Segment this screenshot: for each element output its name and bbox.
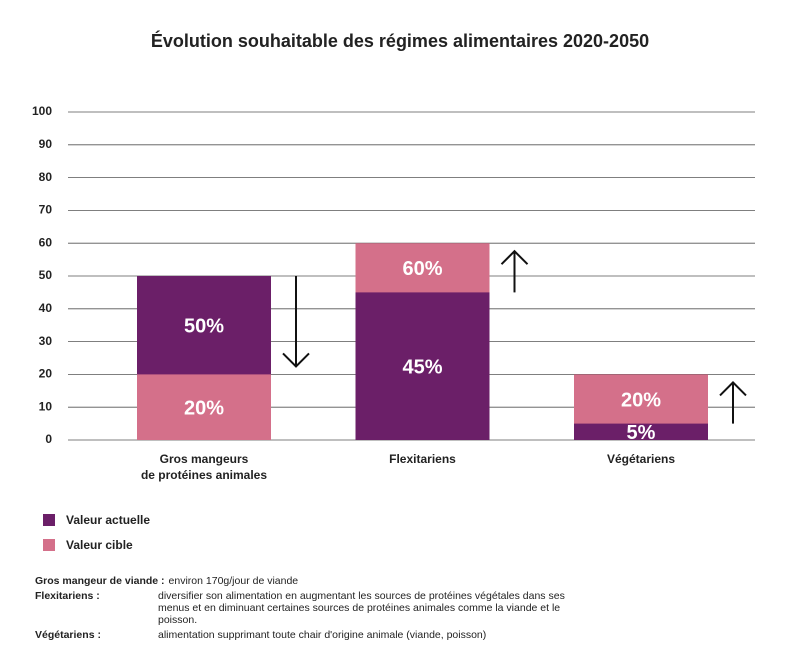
bar xyxy=(574,423,708,440)
chart: Évolution souhaitable des régimes alimen… xyxy=(32,30,755,552)
note-term: Flexitariens : xyxy=(35,590,100,602)
y-tick-label: 10 xyxy=(39,399,53,413)
note-term: Gros mangeur de viande : xyxy=(35,575,165,587)
trend-arrow-head xyxy=(719,380,747,397)
y-tick-label: 90 xyxy=(39,137,53,151)
notes: Gros mangeur de viande : environ 170g/jou… xyxy=(35,575,775,644)
note-row: Flexitariens : diversifier son alimentati… xyxy=(35,590,775,626)
y-tick-label: 30 xyxy=(39,334,53,348)
legend-swatch xyxy=(43,539,55,551)
data-label: 20% xyxy=(184,397,224,419)
y-tick-label: 60 xyxy=(39,235,53,249)
data-label: 45% xyxy=(402,356,442,378)
note-text: environ 170g/jour de viande xyxy=(168,575,299,587)
trend-arrow-head xyxy=(282,352,310,368)
y-tick-label: 0 xyxy=(45,432,52,446)
chart-title: Évolution souhaitable des régimes alimen… xyxy=(151,30,649,51)
x-tick-label: Gros mangeurs de protéines animales xyxy=(141,452,267,482)
x-tick-label: Végétariens xyxy=(607,452,675,466)
note-row: Gros mangeur de viande : environ 170g/jou… xyxy=(35,575,775,587)
note-text: diversifier son alimentation en augmenta… xyxy=(158,590,565,626)
data-label: 20% xyxy=(621,389,661,411)
trend-arrow-head xyxy=(500,249,529,265)
legend-label: Valeur cible xyxy=(66,538,133,552)
bar xyxy=(137,374,271,440)
note-row: Végétariens : alimentation supprimant tou… xyxy=(35,629,775,641)
bar xyxy=(355,292,490,440)
data-label: 5% xyxy=(627,422,656,444)
y-tick-label: 100 xyxy=(32,104,52,118)
legend-label: Valeur actuelle xyxy=(66,513,150,527)
data-label: 50% xyxy=(184,315,224,337)
x-tick-label: Flexitariens xyxy=(389,452,456,466)
note-term: Végétariens : xyxy=(35,629,101,641)
y-tick-label: 70 xyxy=(39,203,53,217)
y-tick-label: 40 xyxy=(39,301,53,315)
y-tick-label: 50 xyxy=(39,268,53,282)
y-tick-label: 20 xyxy=(39,367,53,381)
legend-swatch xyxy=(43,514,55,526)
note-text: alimentation supprimant toute chair d'or… xyxy=(158,629,487,641)
data-label: 60% xyxy=(402,258,442,280)
y-tick-label: 80 xyxy=(39,170,53,184)
